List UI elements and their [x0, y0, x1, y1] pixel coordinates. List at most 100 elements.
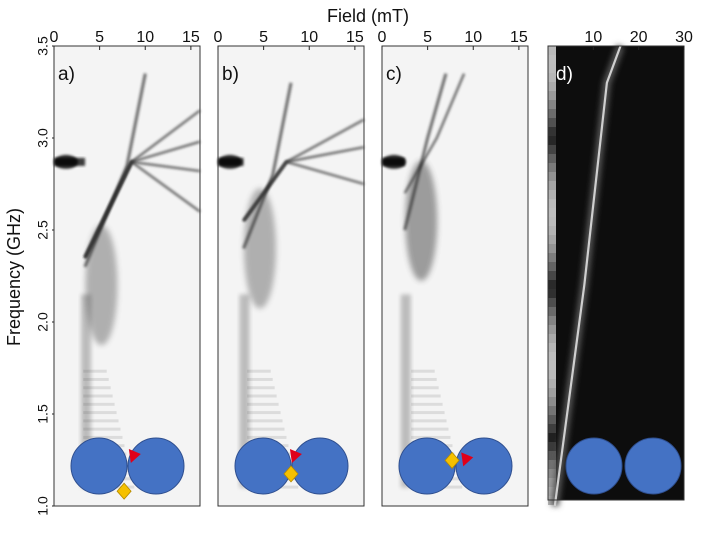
- field-tick-label: 15: [510, 29, 528, 46]
- noise-column: [548, 154, 556, 163]
- noise-column: [548, 280, 556, 289]
- noise-column: [548, 307, 556, 316]
- frequency-tick-label: 3.5: [35, 36, 51, 56]
- noise-column: [548, 145, 556, 154]
- stripe-artifact: [411, 394, 441, 398]
- noise-column: [548, 379, 556, 388]
- stripe-artifact: [247, 419, 283, 423]
- noise-column: [548, 316, 556, 325]
- red-marker: [461, 452, 474, 467]
- noise-column: [548, 118, 556, 127]
- noise-column: [548, 262, 556, 271]
- stripe-artifact: [83, 377, 109, 381]
- frequency-tick-label: 1.5: [35, 404, 51, 424]
- noise-column: [548, 199, 556, 208]
- plot-background: [548, 46, 684, 500]
- noise-column: [548, 64, 556, 73]
- noise-column: [548, 442, 556, 451]
- panel-d: 10 20 30 d): [547, 29, 693, 507]
- stripe-artifact: [411, 377, 437, 381]
- stripe-artifact: [83, 402, 115, 406]
- field-tick-label: 5: [259, 29, 268, 46]
- panel-a: 0 5 10 15 a): [50, 29, 201, 507]
- plot-frame: [53, 45, 201, 507]
- stripe-artifact: [83, 394, 113, 398]
- yellow-marker: [283, 465, 299, 483]
- disc-left: [70, 437, 128, 495]
- disc-left: [565, 437, 623, 495]
- noise-column: [548, 172, 556, 181]
- resonance-spot: [54, 154, 78, 169]
- stripe-artifact: [247, 386, 275, 390]
- noise-column: [548, 325, 556, 334]
- field-tick-label: 10: [584, 29, 602, 46]
- stripe-artifact: [411, 419, 447, 423]
- yellow-marker: [116, 482, 132, 500]
- noise-column: [548, 424, 556, 433]
- frequency-tick-label: 2.5: [35, 220, 51, 240]
- bright-line: [553, 45, 622, 507]
- noise-column: [548, 451, 556, 460]
- frequency-tick-label: 3.0: [35, 128, 51, 148]
- noise-column: [548, 334, 556, 343]
- frequency-tick-label: 1.0: [35, 496, 51, 516]
- signal-cloud: [243, 188, 276, 309]
- stripe-artifact: [83, 427, 121, 431]
- field-tick-label: 5: [95, 29, 104, 46]
- stripe-artifact: [247, 402, 279, 406]
- disc-right: [455, 437, 513, 495]
- stripe-artifact: [83, 411, 117, 415]
- field-tick-label: 0: [214, 29, 223, 46]
- noise-column: [548, 181, 556, 190]
- plot-frame: [217, 45, 365, 507]
- figure-y-label: Frequency (GHz): [4, 208, 24, 346]
- stripe-artifact: [247, 435, 287, 439]
- noise-column: [548, 478, 556, 487]
- noise-column: [548, 469, 556, 478]
- stripe-artifact: [247, 411, 281, 415]
- stripe-artifact: [247, 377, 273, 381]
- field-tick-label: 10: [464, 29, 482, 46]
- stripe-artifact: [83, 435, 123, 439]
- resonance-spot: [218, 154, 242, 169]
- field-tick-label: 0: [50, 29, 59, 46]
- field-tick-label: 10: [136, 29, 154, 46]
- stripe-artifact: [411, 386, 439, 390]
- frequency-axis: 1.0 1.5 2.0 2.5 3.0 3.5: [35, 36, 56, 516]
- noise-column: [548, 217, 556, 226]
- disc-right: [127, 437, 185, 495]
- panel-c-label: c): [386, 64, 402, 85]
- signal-cloud: [85, 225, 118, 346]
- noise-column: [548, 433, 556, 442]
- plot-frame: [547, 45, 685, 501]
- panel-a-label: a): [58, 64, 75, 85]
- stripe-artifact: [411, 435, 451, 439]
- noise-column: [548, 127, 556, 136]
- noise-column: [548, 253, 556, 262]
- noise-column: [548, 109, 556, 118]
- stripe-artifact: [411, 411, 445, 415]
- noise-column: [548, 352, 556, 361]
- stripe-artifact: [247, 427, 285, 431]
- noise-column: [548, 289, 556, 298]
- noise-column: [548, 73, 556, 82]
- noise-column: [548, 271, 556, 280]
- noise-column: [548, 163, 556, 172]
- noise-column: [548, 208, 556, 217]
- stripe-artifact: [411, 369, 435, 373]
- noise-column: [548, 235, 556, 244]
- noise-column: [548, 226, 556, 235]
- disc-right: [291, 437, 349, 495]
- noise-column: [548, 100, 556, 109]
- transition-band: [400, 294, 411, 488]
- plot-background: [54, 46, 200, 506]
- stripe-artifact: [83, 369, 107, 373]
- frequency-tick-label: 2.0: [35, 312, 51, 332]
- noise-column: [548, 91, 556, 100]
- figure-top-label: Field (mT): [327, 6, 409, 26]
- stripe-artifact: [83, 419, 119, 423]
- plot-frame: [381, 45, 529, 507]
- signal-cloud: [405, 160, 438, 281]
- panel-b-label: b): [222, 64, 239, 85]
- stripe-artifact: [411, 402, 443, 406]
